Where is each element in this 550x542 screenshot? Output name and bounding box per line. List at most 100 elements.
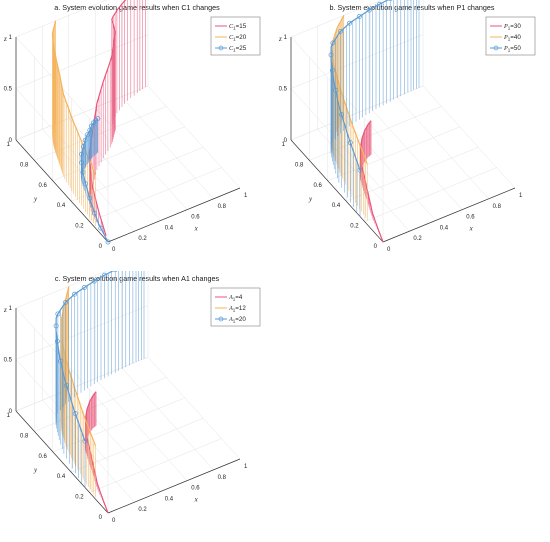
grid-line <box>15 0 108 38</box>
y-tick-label: 0 <box>374 244 378 250</box>
grid-line <box>68 118 161 221</box>
data-point-marker <box>113 271 118 273</box>
z-tick-label: 0 <box>9 138 13 144</box>
x-tick-label: 0.8 <box>218 204 227 210</box>
data-point-marker <box>377 1 382 7</box>
data-point-marker <box>80 144 86 150</box>
legend-label: P1=50 <box>503 45 521 53</box>
legend-value: =4 <box>235 294 243 301</box>
data-point-marker <box>388 0 393 2</box>
data-point-marker <box>92 210 98 216</box>
series-line <box>51 20 97 175</box>
legend-label: A1=12 <box>228 305 246 313</box>
z-tick-label: 1 <box>284 35 288 41</box>
legend-symbol: P <box>503 23 508 30</box>
grid <box>15 271 241 514</box>
chart-title: c. System evolution game results when A1… <box>55 274 220 283</box>
x-axis-line <box>107 187 241 243</box>
series-line <box>359 120 384 243</box>
legend-symbol: C <box>229 45 234 52</box>
legend-marker <box>218 45 224 51</box>
grid-line <box>34 106 167 161</box>
data-point-marker <box>357 167 363 173</box>
grid-line <box>15 305 149 360</box>
series-1 <box>51 20 97 227</box>
series-1 <box>330 15 368 221</box>
x-tick-label: 0.4 <box>165 496 174 502</box>
grid-line <box>95 107 188 210</box>
y-tick-label: 1 <box>7 413 11 419</box>
x-tick-label: 0.2 <box>138 236 147 242</box>
grid-line <box>396 96 489 199</box>
grid-line <box>147 356 241 460</box>
y-tick-label: 0.2 <box>75 495 84 501</box>
series-line <box>88 0 127 236</box>
y-axis-line <box>15 410 109 514</box>
grid <box>15 0 241 243</box>
data-point-marker <box>102 272 107 278</box>
y-tick-label: 0.8 <box>20 162 29 168</box>
chart-b-svg: b. System evolution game results when P1… <box>278 0 536 253</box>
legend-label: C1=20 <box>229 34 247 42</box>
series-line <box>330 0 389 171</box>
legend-value: =50 <box>510 45 521 52</box>
grid-line <box>68 389 161 492</box>
data-point-marker <box>329 67 335 73</box>
legend-value: =30 <box>510 23 521 30</box>
data-point-marker <box>55 311 61 317</box>
grid-line <box>52 397 185 453</box>
chart-a-svg: a. System evolution game results when C1… <box>3 0 261 253</box>
series-0 <box>88 0 146 236</box>
y-tick-label: 0.2 <box>75 224 84 230</box>
legend-value: =12 <box>235 305 246 312</box>
y-tick-label: 0.6 <box>38 454 47 460</box>
series-0 <box>359 120 384 243</box>
grid-line <box>121 96 214 199</box>
x-tick-label: 0.6 <box>191 215 200 221</box>
grid-line <box>309 106 442 161</box>
x-tick-label: 0 <box>112 518 116 524</box>
chart-title: b. System evolution game results when P1… <box>329 3 494 12</box>
z-axis-label: z <box>3 35 7 43</box>
y-tick-label: 0.8 <box>295 162 304 168</box>
y-tick-label: 0.6 <box>313 183 322 189</box>
y-axis-label: y <box>308 195 313 203</box>
grid-line <box>147 85 241 189</box>
grid-line <box>290 85 424 141</box>
x-tick-label: 0.2 <box>413 236 422 242</box>
legend-symbol: A <box>228 305 233 312</box>
data-point-marker <box>105 239 111 245</box>
data-point-marker <box>81 285 87 291</box>
y-tick-label: 0.4 <box>57 474 66 480</box>
grid-line <box>327 126 460 182</box>
x-tick-label: 0.4 <box>165 225 174 231</box>
grid-line <box>89 167 222 222</box>
data-point-marker <box>58 358 64 364</box>
x-tick-label: 0.8 <box>493 204 502 210</box>
series-line <box>55 271 114 442</box>
legend-label: P1=30 <box>503 23 521 31</box>
chart-panel-b: b. System evolution game results when P1… <box>275 0 550 271</box>
grid-line <box>15 85 149 141</box>
legend-value: =25 <box>236 45 247 52</box>
data-point-marker <box>72 411 78 417</box>
legend-symbol: A <box>228 294 233 301</box>
grid-line <box>34 377 167 432</box>
x-axis-label: x <box>194 224 199 232</box>
data-point-marker <box>79 151 84 157</box>
grid-line <box>89 438 222 493</box>
z-tick-label: 0 <box>9 409 13 415</box>
legend-subscript: 1 <box>233 26 236 31</box>
x-tick-label: 0 <box>112 247 116 253</box>
series-line <box>84 391 109 514</box>
legend-subscript: 1 <box>508 37 511 42</box>
chart-panel-c: c. System evolution game results when A1… <box>0 271 275 542</box>
y-tick-label: 1 <box>7 142 11 148</box>
data-point-marker <box>72 291 77 297</box>
legend-value: =15 <box>236 23 247 30</box>
legend-label: C1=15 <box>229 23 247 31</box>
series-line <box>330 15 368 165</box>
